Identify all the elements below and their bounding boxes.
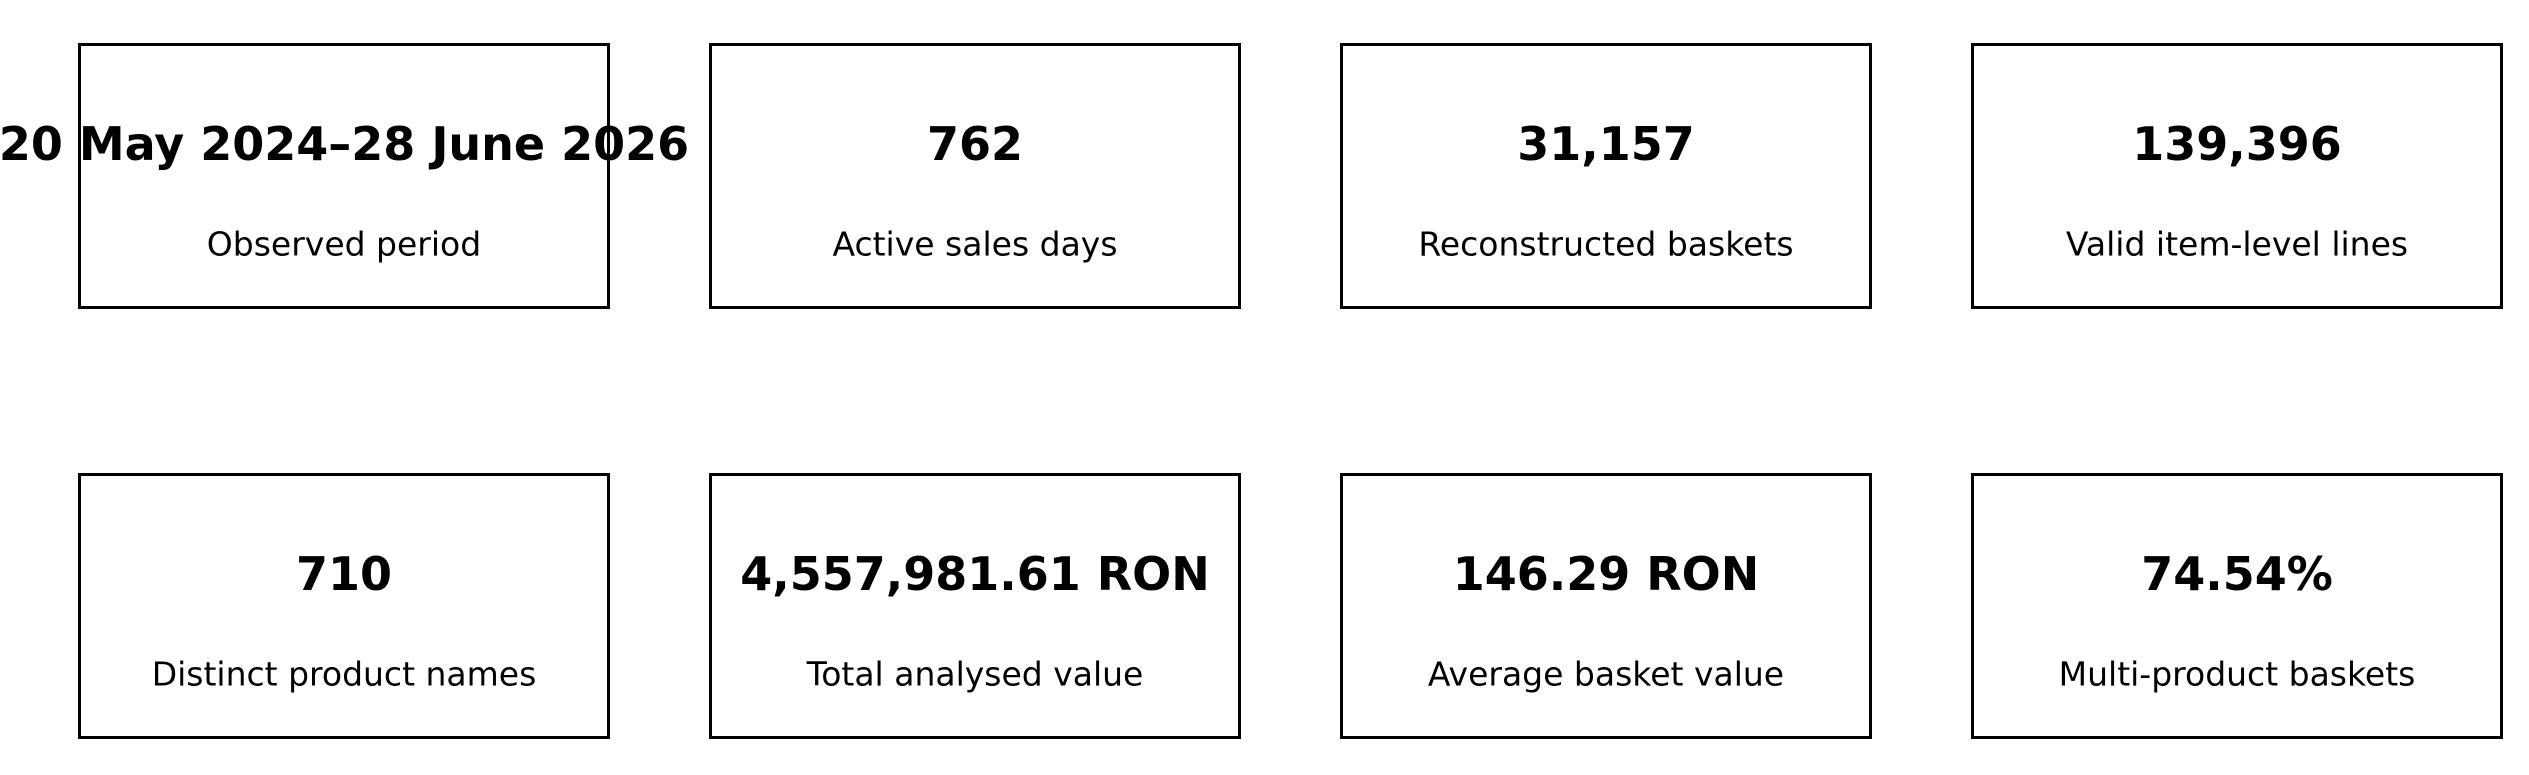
kpi-value: 31,157 (1517, 117, 1695, 171)
kpi-label: Observed period (206, 224, 482, 264)
kpi-label: Active sales days (832, 224, 1118, 264)
kpi-value: 74.54% (2141, 547, 2333, 601)
kpi-card-observed-period: 20 May 2024–28 June 2026 Observed period (0, 43, 689, 309)
kpi-value: 146.29 RON (1452, 547, 1760, 601)
kpi-card-total-value: 4,557,981.61 RON Total analysed value (709, 473, 1241, 739)
kpi-value: 20 May 2024–28 June 2026 (0, 117, 690, 171)
kpi-label: Valid item-level lines (2065, 224, 2409, 264)
kpi-label: Multi-product baskets (2058, 654, 2416, 694)
kpi-card-valid-item-lines: 139,396 Valid item-level lines (1971, 43, 2503, 309)
kpi-label: Distinct product names (151, 654, 537, 694)
kpi-label: Average basket value (1427, 654, 1785, 694)
kpi-value: 4,557,981.61 RON (740, 547, 1210, 601)
kpi-value: 762 (926, 117, 1024, 171)
kpi-card-multi-product-baskets: 74.54% Multi-product baskets (1971, 473, 2503, 739)
kpi-card-average-basket-value: 146.29 RON Average basket value (1340, 473, 1872, 739)
kpi-card-distinct-products: 710 Distinct product names (78, 473, 610, 739)
kpi-card-reconstructed-baskets: 31,157 Reconstructed baskets (1340, 43, 1872, 309)
kpi-card-active-sales-days: 762 Active sales days (709, 43, 1241, 309)
kpi-label: Total analysed value (806, 654, 1144, 694)
kpi-value: 139,396 (2132, 117, 2342, 171)
kpi-label: Reconstructed baskets (1418, 224, 1794, 264)
kpi-value: 710 (295, 547, 393, 601)
